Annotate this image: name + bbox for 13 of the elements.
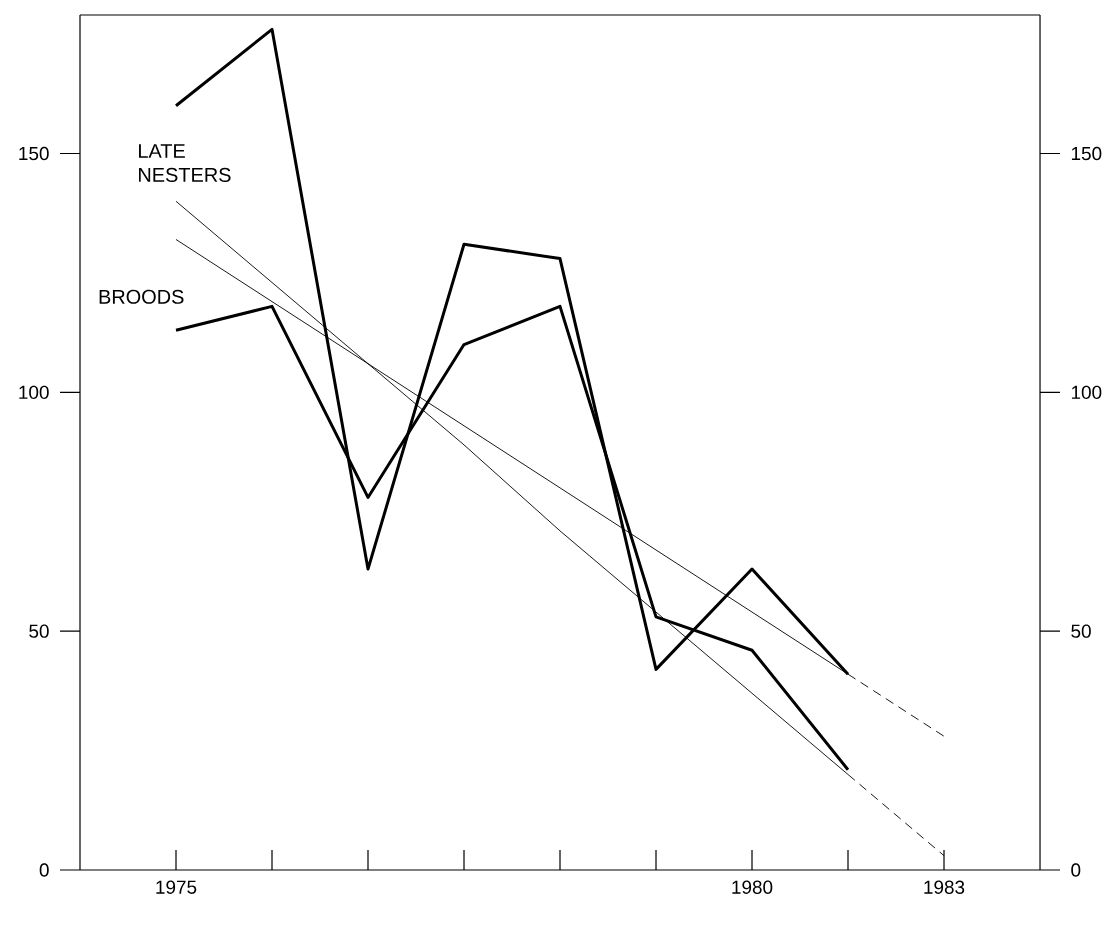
text: LATE NESTERS xyxy=(139,144,231,182)
x-tick-label: 1980 xyxy=(732,880,773,894)
y2-tick-label: 0 xyxy=(1071,863,1081,877)
y2-tick-label: 100 xyxy=(1071,385,1102,400)
x-tick-label: 1975 xyxy=(156,880,197,894)
y-tick-label: 150 xyxy=(19,146,49,161)
y-tick-label: 50 xyxy=(29,624,49,638)
series-label: BROODS xyxy=(99,289,184,304)
x-tick-label: 1983 xyxy=(924,880,965,894)
y2-tick-label: 50 xyxy=(1071,624,1091,638)
y2-tick-label: 150 xyxy=(1071,146,1102,161)
y-tick-label: 100 xyxy=(19,385,49,400)
y-tick-label: 0 xyxy=(39,863,49,877)
